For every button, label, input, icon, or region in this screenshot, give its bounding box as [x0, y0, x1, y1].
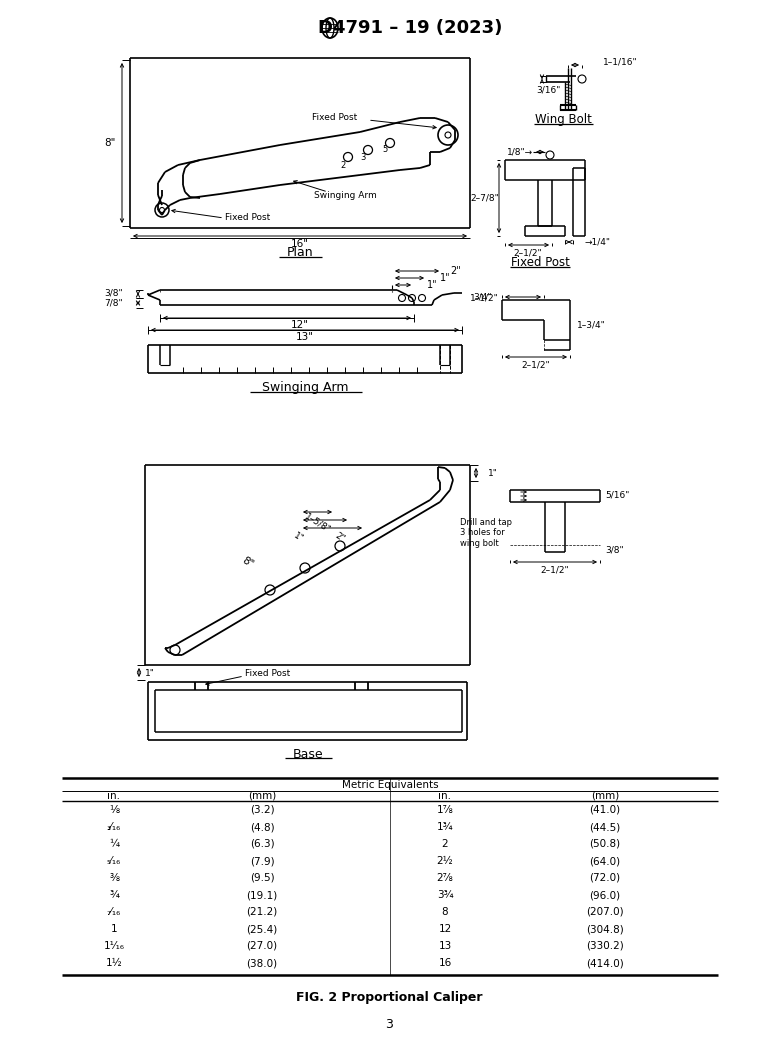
Text: 3/8": 3/8": [104, 288, 123, 298]
Text: 3/16": 3/16": [536, 85, 560, 95]
Text: Fixed Post: Fixed Post: [510, 256, 569, 270]
Text: 3/4": 3/4": [474, 293, 492, 302]
Text: 5/16": 5/16": [605, 490, 629, 500]
Text: (mm): (mm): [591, 791, 619, 801]
Text: 3: 3: [360, 153, 366, 162]
Text: 12": 12": [291, 320, 309, 330]
Text: (4.8): (4.8): [250, 822, 275, 832]
Text: (330.2): (330.2): [586, 941, 624, 951]
Text: 1⅞: 1⅞: [436, 805, 454, 815]
Text: (19.1): (19.1): [247, 890, 278, 900]
Text: (25.4): (25.4): [247, 924, 278, 934]
Text: (mm): (mm): [248, 791, 276, 801]
Text: 2": 2": [450, 266, 461, 276]
Text: FIG. 2 Proportional Caliper: FIG. 2 Proportional Caliper: [296, 990, 482, 1004]
Text: 13": 13": [296, 332, 314, 342]
Text: 2½: 2½: [436, 856, 454, 866]
Text: ¼: ¼: [109, 839, 119, 849]
Text: Fixed Post: Fixed Post: [245, 669, 290, 679]
Text: in.: in.: [439, 791, 451, 801]
Text: 16": 16": [291, 239, 309, 249]
Text: D4791 – 19 (2023): D4791 – 19 (2023): [317, 19, 502, 37]
Text: 1": 1": [440, 273, 450, 283]
Text: 1": 1": [427, 280, 437, 290]
Text: (96.0): (96.0): [590, 890, 621, 900]
Text: 3/8": 3/8": [605, 545, 624, 555]
Text: ₅⁄₁₆: ₅⁄₁₆: [107, 856, 121, 866]
Text: 1–1/16": 1–1/16": [603, 57, 638, 67]
Text: 1/8"→: 1/8"→: [507, 148, 533, 156]
Text: 1¹⁄₁₆: 1¹⁄₁₆: [103, 941, 124, 951]
Text: 5: 5: [382, 146, 387, 154]
Text: ₇⁄₁₆: ₇⁄₁₆: [107, 907, 121, 917]
Text: (50.8): (50.8): [590, 839, 621, 849]
Text: (207.0): (207.0): [586, 907, 624, 917]
Text: 1–3/4": 1–3/4": [577, 321, 606, 330]
Text: 1½: 1½: [106, 958, 122, 968]
Text: 13: 13: [438, 941, 451, 951]
Text: (304.8): (304.8): [586, 924, 624, 934]
Text: 12: 12: [438, 924, 451, 934]
Text: Swinging Arm: Swinging Arm: [314, 191, 377, 200]
Text: 3¾: 3¾: [436, 890, 454, 900]
Text: 1–1/2": 1–1/2": [470, 294, 499, 303]
Text: (414.0): (414.0): [586, 958, 624, 968]
Text: 8": 8": [240, 555, 255, 569]
Text: Metric Equivalents: Metric Equivalents: [342, 780, 438, 790]
Text: Swinging Arm: Swinging Arm: [261, 381, 349, 395]
Text: (9.5): (9.5): [250, 873, 275, 883]
Text: 16: 16: [438, 958, 451, 968]
Text: Base: Base: [293, 747, 324, 761]
Text: (41.0): (41.0): [590, 805, 621, 815]
Text: (44.5): (44.5): [590, 822, 621, 832]
Text: 1: 1: [110, 924, 117, 934]
Text: (6.3): (6.3): [250, 839, 275, 849]
Text: 1": 1": [145, 668, 155, 678]
Text: ⅜: ⅜: [109, 873, 119, 883]
Text: Plan: Plan: [286, 247, 314, 259]
Text: 1": 1": [488, 468, 498, 478]
Text: Fixed Post: Fixed Post: [225, 213, 270, 223]
Text: 7/8": 7/8": [104, 299, 123, 307]
Text: (72.0): (72.0): [590, 873, 621, 883]
Text: Drill and tap
3 holes for
wing bolt: Drill and tap 3 holes for wing bolt: [460, 518, 512, 548]
Text: 8": 8": [104, 138, 116, 148]
Text: 2–1/2": 2–1/2": [522, 360, 550, 370]
Text: 2–7/8": 2–7/8": [471, 194, 499, 203]
Text: 2: 2: [442, 839, 448, 849]
Text: 8: 8: [442, 907, 448, 917]
Text: (7.9): (7.9): [250, 856, 275, 866]
Text: 2–1/2": 2–1/2": [513, 249, 542, 257]
Text: 1¾: 1¾: [436, 822, 454, 832]
Text: ¾: ¾: [109, 890, 119, 900]
Text: Wing Bolt: Wing Bolt: [534, 113, 591, 127]
Text: (64.0): (64.0): [590, 856, 621, 866]
Text: 1–5/8": 1–5/8": [303, 511, 333, 534]
Text: ⅛: ⅛: [109, 805, 119, 815]
Text: Fixed Post: Fixed Post: [313, 113, 358, 123]
Text: (38.0): (38.0): [247, 958, 278, 968]
Text: 2⅞: 2⅞: [436, 873, 454, 883]
Text: 3: 3: [385, 1018, 393, 1032]
Text: (3.2): (3.2): [250, 805, 275, 815]
Text: in.: in.: [107, 791, 121, 801]
Text: (27.0): (27.0): [247, 941, 278, 951]
Text: 2": 2": [334, 531, 346, 543]
Text: →1/4": →1/4": [585, 237, 611, 247]
Text: 1": 1": [292, 531, 304, 543]
Text: 2: 2: [340, 160, 345, 170]
Text: ₃⁄₁₆: ₃⁄₁₆: [107, 822, 121, 832]
Text: 2–1/2": 2–1/2": [541, 565, 569, 575]
Text: (21.2): (21.2): [247, 907, 278, 917]
